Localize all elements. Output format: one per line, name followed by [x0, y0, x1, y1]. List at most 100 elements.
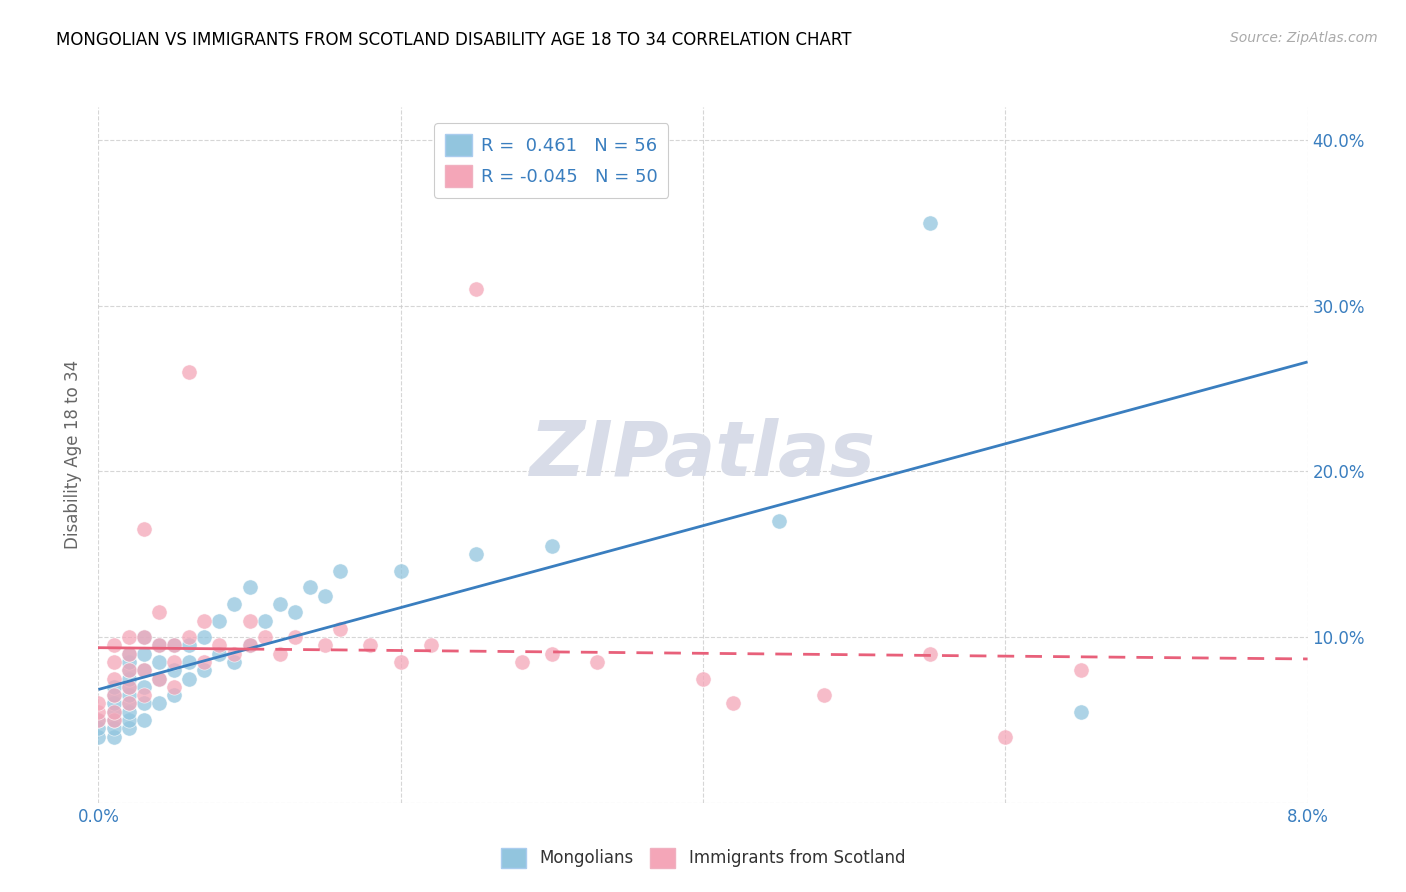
Point — [148, 697, 170, 711]
Point — [103, 655, 125, 669]
Point — [103, 639, 125, 653]
Point — [118, 680, 141, 694]
Point — [148, 639, 170, 653]
Point — [103, 721, 125, 735]
Point — [918, 647, 941, 661]
Point — [148, 672, 170, 686]
Point — [389, 564, 412, 578]
Point — [118, 688, 141, 702]
Point — [208, 647, 231, 661]
Point — [87, 713, 110, 727]
Point — [118, 663, 141, 677]
Point — [118, 721, 141, 735]
Point — [314, 589, 336, 603]
Point — [224, 647, 246, 661]
Point — [132, 688, 155, 702]
Point — [132, 523, 155, 537]
Point — [813, 688, 835, 702]
Point — [541, 647, 564, 661]
Point — [132, 630, 155, 644]
Point — [329, 564, 352, 578]
Point — [132, 663, 155, 677]
Point — [253, 614, 276, 628]
Point — [87, 721, 110, 735]
Point — [132, 680, 155, 694]
Point — [768, 514, 790, 528]
Y-axis label: Disability Age 18 to 34: Disability Age 18 to 34 — [65, 360, 83, 549]
Point — [163, 663, 186, 677]
Point — [510, 655, 533, 669]
Point — [132, 713, 155, 727]
Point — [118, 663, 141, 677]
Point — [193, 655, 215, 669]
Point — [1070, 705, 1092, 719]
Point — [118, 647, 141, 661]
Point — [148, 605, 170, 619]
Point — [163, 639, 186, 653]
Point — [299, 581, 322, 595]
Point — [118, 630, 141, 644]
Point — [132, 663, 155, 677]
Point — [103, 713, 125, 727]
Point — [132, 630, 155, 644]
Point — [541, 539, 564, 553]
Point — [193, 630, 215, 644]
Point — [118, 680, 141, 694]
Point — [103, 705, 125, 719]
Text: ZIPatlas: ZIPatlas — [530, 418, 876, 491]
Point — [163, 688, 186, 702]
Point — [208, 639, 231, 653]
Point — [87, 705, 110, 719]
Point — [918, 216, 941, 230]
Point — [179, 639, 201, 653]
Point — [389, 655, 412, 669]
Point — [994, 730, 1017, 744]
Point — [269, 597, 291, 611]
Point — [239, 581, 262, 595]
Point — [103, 672, 125, 686]
Point — [284, 630, 307, 644]
Point — [224, 597, 246, 611]
Point — [193, 663, 215, 677]
Point — [314, 639, 336, 653]
Point — [253, 630, 276, 644]
Point — [148, 639, 170, 653]
Point — [420, 639, 443, 653]
Point — [118, 672, 141, 686]
Point — [179, 365, 201, 379]
Point — [465, 547, 488, 561]
Point — [284, 605, 307, 619]
Point — [103, 730, 125, 744]
Point — [132, 697, 155, 711]
Point — [692, 672, 714, 686]
Point — [118, 705, 141, 719]
Point — [118, 697, 141, 711]
Point — [239, 614, 262, 628]
Legend: Mongolians, Immigrants from Scotland: Mongolians, Immigrants from Scotland — [495, 841, 911, 875]
Point — [208, 614, 231, 628]
Point — [465, 282, 488, 296]
Point — [103, 705, 125, 719]
Point — [329, 622, 352, 636]
Point — [118, 697, 141, 711]
Point — [87, 697, 110, 711]
Text: MONGOLIAN VS IMMIGRANTS FROM SCOTLAND DISABILITY AGE 18 TO 34 CORRELATION CHART: MONGOLIAN VS IMMIGRANTS FROM SCOTLAND DI… — [56, 31, 852, 49]
Point — [269, 647, 291, 661]
Point — [118, 713, 141, 727]
Point — [103, 688, 125, 702]
Point — [148, 655, 170, 669]
Text: Source: ZipAtlas.com: Source: ZipAtlas.com — [1230, 31, 1378, 45]
Point — [163, 680, 186, 694]
Point — [118, 647, 141, 661]
Point — [103, 697, 125, 711]
Point — [103, 680, 125, 694]
Legend: R =  0.461   N = 56, R = -0.045   N = 50: R = 0.461 N = 56, R = -0.045 N = 50 — [434, 123, 668, 198]
Point — [163, 655, 186, 669]
Point — [103, 713, 125, 727]
Point — [103, 688, 125, 702]
Point — [179, 655, 201, 669]
Point — [360, 639, 382, 653]
Point — [179, 672, 201, 686]
Point — [723, 697, 745, 711]
Point — [224, 655, 246, 669]
